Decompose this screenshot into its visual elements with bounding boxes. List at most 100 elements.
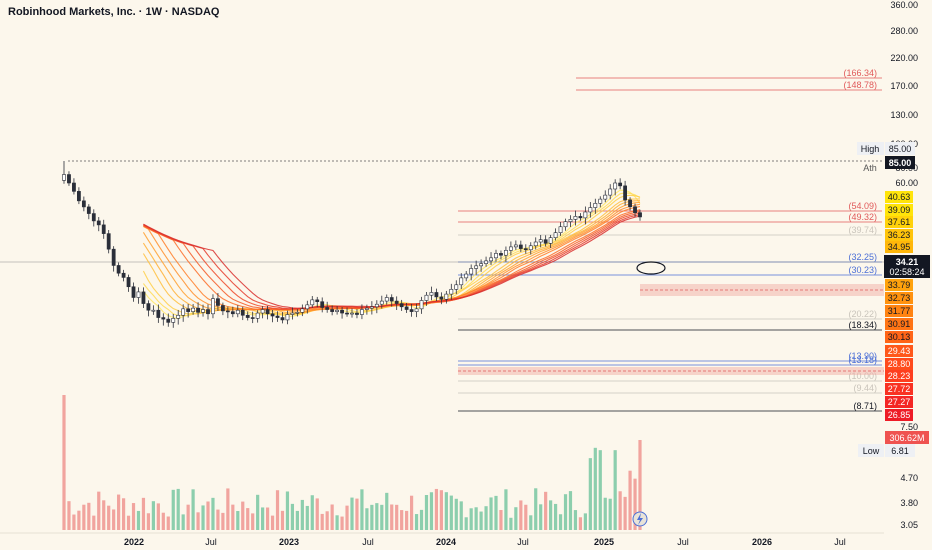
candle-body bbox=[141, 291, 146, 304]
candle-body bbox=[320, 301, 325, 308]
price-tag: 30.91 bbox=[888, 319, 911, 329]
volume-bar bbox=[275, 490, 280, 530]
volume-bar bbox=[638, 440, 642, 530]
level-label: (9.44) bbox=[853, 383, 877, 393]
candle-body bbox=[335, 309, 340, 312]
low-value-bg bbox=[885, 444, 915, 457]
highlight-ellipse bbox=[636, 261, 666, 275]
candle-body bbox=[91, 213, 96, 222]
volume-bar bbox=[102, 500, 106, 530]
volume-bar bbox=[236, 511, 240, 530]
candle-body bbox=[67, 174, 71, 184]
volume-bar bbox=[285, 491, 290, 530]
candle-body bbox=[628, 199, 632, 208]
ath-label: Ath bbox=[863, 163, 877, 173]
volume-bar bbox=[578, 517, 583, 530]
volume-bar bbox=[226, 488, 230, 530]
candle-body bbox=[364, 307, 369, 310]
price-tag: 36.23 bbox=[888, 230, 911, 240]
low-value: 6.81 bbox=[891, 446, 909, 456]
volume-tag-bg bbox=[885, 431, 929, 444]
candle-body bbox=[439, 296, 444, 300]
volume-bar bbox=[395, 504, 399, 530]
candle-body bbox=[479, 263, 484, 267]
price-tag-bg bbox=[885, 370, 913, 382]
volume-bar bbox=[107, 505, 111, 530]
candle-body bbox=[389, 297, 394, 302]
candle-body bbox=[166, 318, 171, 323]
volume-bar bbox=[325, 511, 329, 530]
x-tick-label: Jul bbox=[517, 537, 529, 547]
price-tag-bg bbox=[885, 191, 913, 203]
volume-bar bbox=[568, 491, 573, 530]
candle-body bbox=[62, 174, 66, 181]
last-price-value: 34.21 bbox=[896, 257, 919, 267]
candle-body bbox=[355, 312, 359, 315]
candle-body bbox=[409, 309, 414, 312]
candle-body bbox=[469, 268, 474, 275]
price-tag-bg bbox=[885, 396, 913, 408]
volume-bar bbox=[449, 495, 453, 530]
candle-body bbox=[295, 312, 300, 314]
candle-body bbox=[255, 312, 260, 319]
candle-body bbox=[196, 307, 200, 313]
candle-body bbox=[300, 308, 305, 313]
volume-bar bbox=[534, 488, 538, 530]
volume-bar bbox=[156, 503, 160, 530]
volume-bar bbox=[360, 489, 364, 530]
candle-body bbox=[429, 292, 434, 296]
volume-bar bbox=[126, 515, 131, 530]
candle-body bbox=[434, 292, 439, 298]
candle-body bbox=[499, 253, 503, 256]
price-tag-bg bbox=[885, 305, 913, 317]
volume-bar bbox=[77, 510, 81, 530]
volume-bar bbox=[558, 514, 563, 530]
volume-bar bbox=[499, 509, 503, 530]
candle-body bbox=[533, 241, 538, 247]
price-tag-bg bbox=[885, 229, 913, 241]
volume-bar bbox=[117, 494, 121, 530]
level-label: (32.25) bbox=[848, 252, 877, 262]
volume-bar bbox=[72, 514, 76, 530]
candle-body bbox=[394, 300, 399, 304]
volume-bar bbox=[290, 503, 295, 530]
y-tick-label: 170.00 bbox=[890, 81, 918, 91]
volume-bar bbox=[87, 502, 91, 530]
candle-body bbox=[216, 298, 220, 306]
volume-tag: 306.62M bbox=[889, 433, 924, 443]
volume-bar bbox=[603, 497, 607, 530]
volume-bar bbox=[464, 517, 468, 530]
candle-body bbox=[543, 239, 548, 244]
candle-body bbox=[131, 286, 136, 298]
price-tag: 37.61 bbox=[888, 217, 911, 227]
volume-bar bbox=[280, 510, 285, 530]
volume-bar bbox=[355, 498, 359, 530]
price-tag-bg bbox=[885, 318, 913, 330]
candle-body bbox=[633, 206, 637, 213]
volume-bar bbox=[112, 509, 116, 530]
volume-bar bbox=[583, 513, 587, 530]
level-label: (20.22) bbox=[848, 309, 877, 319]
candle-body bbox=[156, 309, 161, 318]
volume-bar bbox=[608, 498, 612, 530]
volume-bar bbox=[231, 504, 235, 530]
candle-body bbox=[538, 239, 543, 243]
candle-body bbox=[275, 315, 280, 318]
candle-body bbox=[489, 257, 493, 262]
volume-bar bbox=[494, 495, 498, 530]
y-tick-label: 3.05 bbox=[900, 520, 918, 530]
candle-body bbox=[603, 194, 608, 200]
candle-body bbox=[310, 299, 315, 306]
price-tag-bg bbox=[885, 331, 913, 343]
candle-body bbox=[315, 299, 320, 302]
volume-bar bbox=[444, 492, 448, 530]
volume-bar bbox=[196, 512, 200, 530]
high-value: 85.00 bbox=[889, 144, 912, 154]
volume-bar bbox=[186, 504, 190, 530]
x-tick-label: Jul bbox=[362, 537, 374, 547]
candle-body bbox=[558, 226, 563, 233]
y-tick-label: 3.80 bbox=[900, 498, 918, 508]
candle-body bbox=[369, 306, 374, 309]
